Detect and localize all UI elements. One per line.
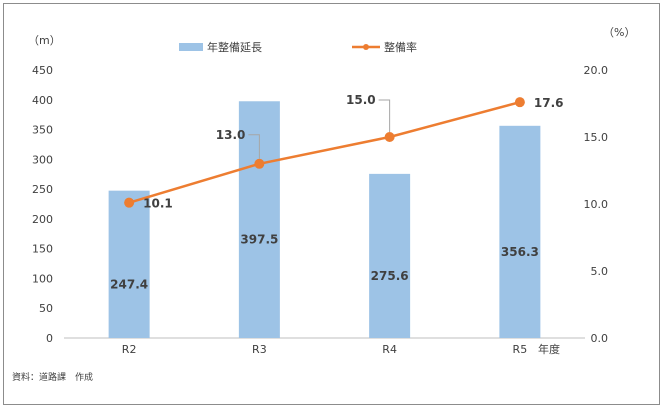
line-point xyxy=(514,97,525,108)
left-tick-label: 400 xyxy=(32,94,53,107)
bar xyxy=(369,173,411,338)
right-axis-ticks: 0.0 5.0 10.0 15.0 20.0 xyxy=(584,64,609,345)
x-tick-label: R2 xyxy=(122,343,137,356)
line-point xyxy=(384,132,395,142)
line-data-label: 17.6 xyxy=(534,96,564,110)
left-tick-label: 250 xyxy=(32,183,53,196)
x-axis-label: 年度 xyxy=(538,342,560,356)
right-tick-label: 0.0 xyxy=(591,332,609,345)
line-point xyxy=(254,158,265,169)
line-label-leader xyxy=(378,99,391,132)
legend-bar-swatch xyxy=(179,43,203,51)
x-axis-ticks: R2 R3 R4 R5 xyxy=(122,343,527,356)
left-tick-label: 150 xyxy=(32,243,53,256)
left-tick-label: 450 xyxy=(32,64,53,77)
series-line xyxy=(128,100,521,204)
line-series: 10.1 13.0 15.0 17.6 xyxy=(124,93,563,211)
right-tick-label: 10.0 xyxy=(584,198,609,211)
line-data-label: 15.0 xyxy=(346,93,376,107)
bar-series: 247.4 397.5 275.6 356.3 xyxy=(108,101,541,339)
left-axis-unit: （m） xyxy=(28,34,61,47)
left-tick-label: 100 xyxy=(32,272,53,285)
bar xyxy=(499,125,541,338)
right-tick-label: 15.0 xyxy=(584,131,609,144)
x-tick-label: R3 xyxy=(252,343,267,356)
line-data-label: 13.0 xyxy=(216,128,246,142)
left-tick-label: 50 xyxy=(39,302,53,315)
right-tick-label: 5.0 xyxy=(591,265,609,278)
right-axis-unit: （%） xyxy=(603,26,635,39)
left-axis-ticks: 0 50 100 150 200 250 300 350 400 450 xyxy=(32,64,53,345)
left-tick-label: 350 xyxy=(32,124,53,137)
bar-data-label: 247.4 xyxy=(110,277,148,291)
right-tick-label: 20.0 xyxy=(584,64,609,77)
x-tick-label: R5 xyxy=(513,343,528,356)
left-tick-label: 200 xyxy=(32,213,53,226)
left-tick-label: 300 xyxy=(32,153,53,166)
line-data-label: 10.1 xyxy=(143,197,173,211)
x-tick-label: R4 xyxy=(382,343,397,356)
legend-line-marker xyxy=(363,44,369,50)
legend: 年整備延長 整備率 xyxy=(179,40,417,54)
bar-data-label: 397.5 xyxy=(240,233,278,247)
left-tick-label: 0 xyxy=(46,332,53,345)
line-point xyxy=(124,197,135,208)
bar-data-label: 356.3 xyxy=(501,245,539,259)
legend-line-label: 整備率 xyxy=(384,40,417,54)
legend-bar-label: 年整備延長 xyxy=(207,40,262,54)
source-note: 資料：道路課 作成 xyxy=(12,371,93,383)
bar xyxy=(108,190,150,338)
bar-data-label: 275.6 xyxy=(371,269,409,283)
line-label-leader xyxy=(248,134,260,159)
